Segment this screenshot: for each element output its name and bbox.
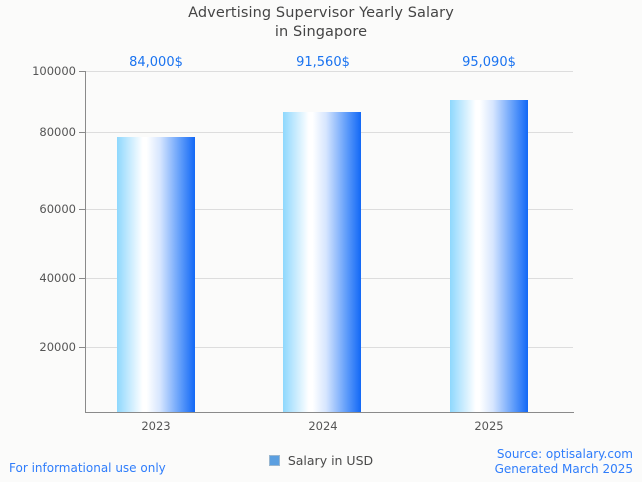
- legend-label: Salary in USD: [287, 453, 374, 468]
- y-tick-mark-100000: [79, 71, 85, 72]
- x-tick-label-2025: 2025: [474, 419, 504, 433]
- bar-value-label-2023: 84,000$: [129, 55, 183, 70]
- y-tick-label-100000: 100000: [32, 64, 76, 78]
- x-axis-line: [85, 412, 574, 413]
- gridline-100000: [86, 71, 573, 72]
- chart-legend[interactable]: Salary in USD: [0, 453, 642, 468]
- y-tick-label-80000: 80000: [39, 125, 76, 139]
- y-tick-mark-80000: [79, 132, 85, 133]
- chart-title-line-1: Advertising Supervisor Yearly Salary: [188, 5, 454, 21]
- bar-value-label-2025: 95,090$: [462, 55, 516, 70]
- source-block: Source: optisalary.com Generated March 2…: [495, 447, 633, 477]
- plot-area: [86, 71, 573, 412]
- y-tick-mark-60000: [79, 209, 85, 210]
- chart-title-line-2: in Singapore: [274, 24, 368, 40]
- bar-2024[interactable]: [283, 112, 361, 412]
- disclaimer-text: For informational use only: [9, 461, 166, 475]
- legend-swatch-icon: [268, 455, 280, 466]
- bar-2023[interactable]: [117, 137, 195, 412]
- source-text: Source: optisalary.com: [496, 447, 633, 461]
- y-axis-labels: 100000 80000 60000 40000 20000: [4, 0, 76, 482]
- y-axis-line: [85, 71, 86, 413]
- x-tick-label-2023: 2023: [141, 419, 171, 433]
- y-tick-mark-20000: [79, 347, 85, 348]
- chart-title: Advertising Supervisor Yearly Salary in …: [0, 4, 642, 42]
- y-tick-label-20000: 20000: [39, 340, 76, 354]
- x-tick-label-2024: 2024: [308, 419, 338, 433]
- bar-2025[interactable]: [450, 100, 528, 412]
- generated-text: Generated March 2025: [494, 462, 633, 476]
- bar-value-label-2024: 91,560$: [296, 55, 350, 70]
- y-tick-mark-40000: [79, 278, 85, 279]
- y-tick-label-60000: 60000: [39, 202, 76, 216]
- y-tick-label-40000: 40000: [39, 271, 76, 285]
